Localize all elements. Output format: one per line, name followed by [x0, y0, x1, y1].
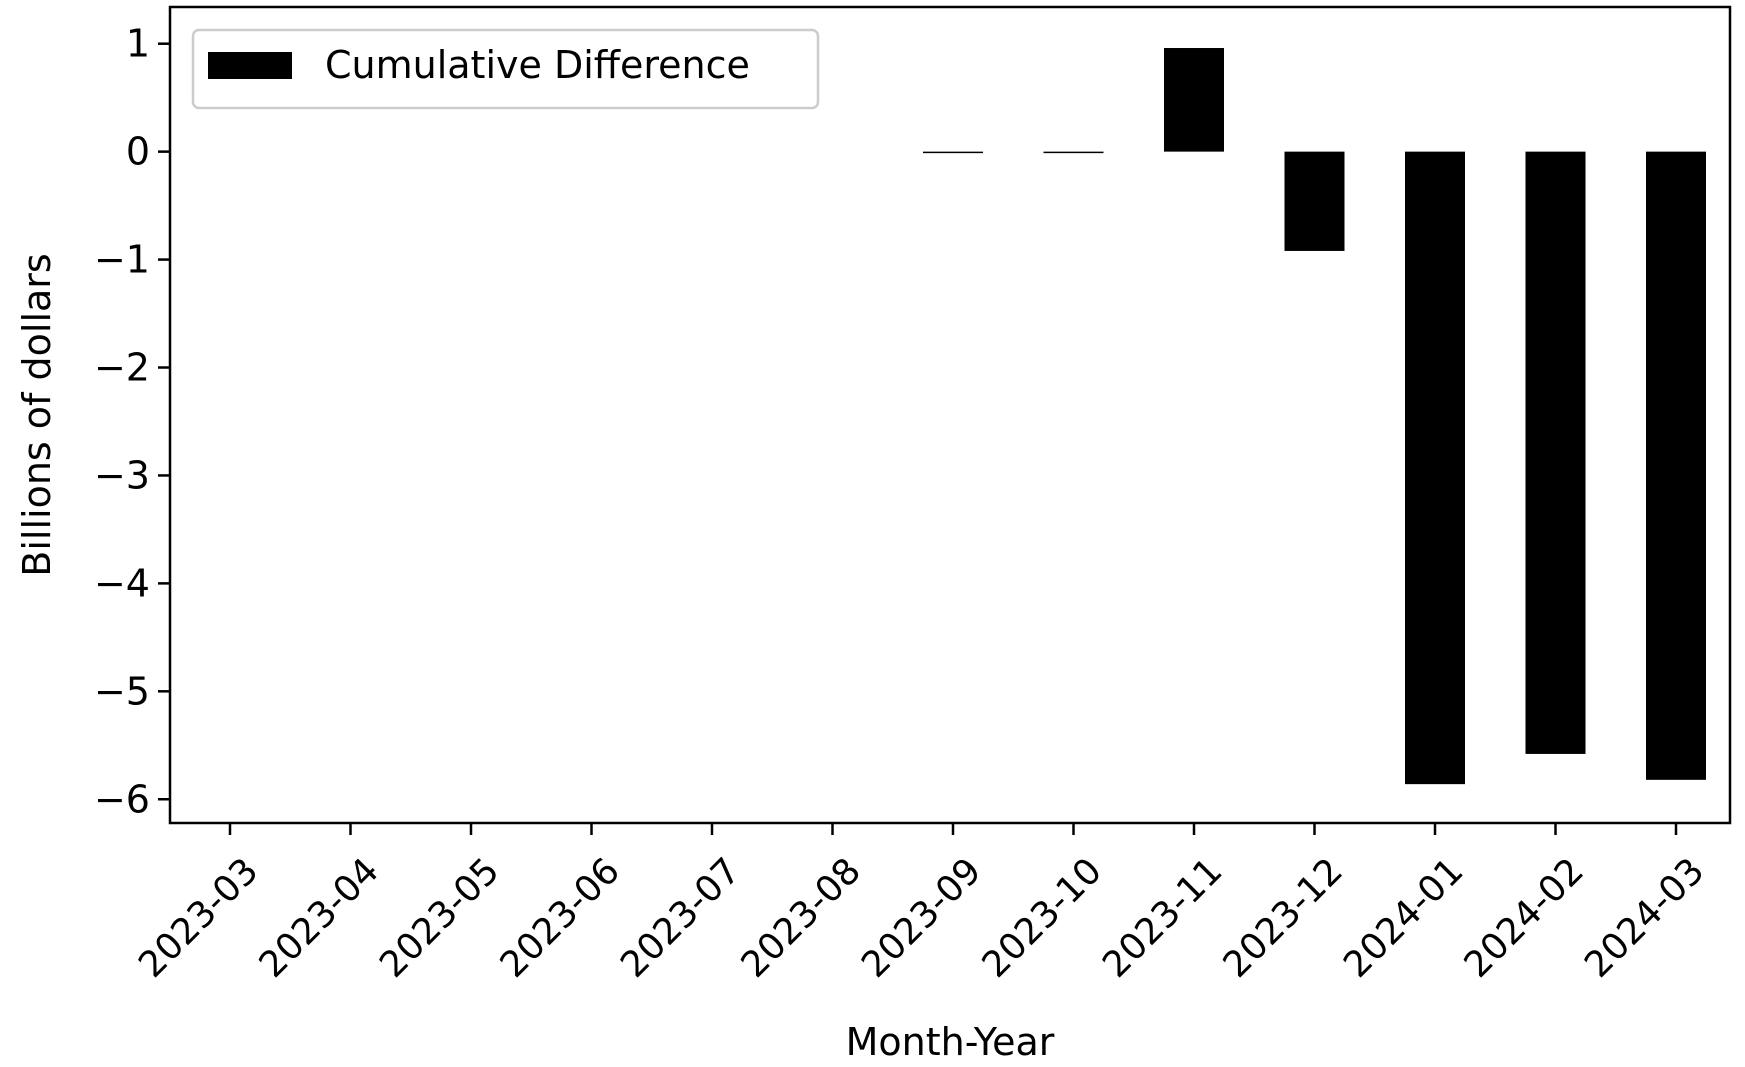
x-tick-label: 2023-11 — [1095, 850, 1230, 985]
bar-2024-03 — [1646, 151, 1706, 780]
y-tick-label: 0 — [126, 130, 150, 174]
y-tick-label: −1 — [94, 238, 150, 282]
x-axis-label: Month-Year — [846, 1020, 1055, 1063]
y-axis-ticks: 1 0 −1 −2 −3 −4 −5 −6 — [94, 22, 170, 821]
x-tick-label: 2024-03 — [1577, 850, 1712, 985]
y-tick-label: 1 — [126, 22, 150, 66]
x-tick-label: 2023-08 — [734, 850, 869, 985]
bar-2024-01 — [1405, 151, 1465, 785]
x-tick-label: 2023-12 — [1216, 850, 1351, 985]
y-axis-label: Billions of dollars — [15, 253, 59, 576]
y-tick-label: −2 — [94, 346, 150, 390]
bar-2023-11 — [1164, 48, 1224, 152]
bars — [923, 48, 1706, 785]
legend-box — [191, 28, 820, 110]
x-tick-label: 2024-01 — [1336, 850, 1471, 985]
y-tick-label: −6 — [94, 777, 150, 821]
legend-entry-cumulative-difference: Cumulative Difference — [325, 43, 750, 87]
bar-2024-02 — [1525, 151, 1586, 754]
x-tick-label: 2023-06 — [493, 850, 628, 985]
x-axis-ticks: 2023-032023-042023-052023-062023-072023-… — [131, 823, 1712, 986]
bar-2023-12 — [1284, 151, 1345, 251]
plot-area-frame — [168, 5, 1732, 825]
bar-2023-10 — [1043, 151, 1104, 154]
y-tick-label: −3 — [94, 453, 150, 497]
x-tick-label: 2023-09 — [854, 850, 989, 985]
x-tick-label: 2023-04 — [252, 850, 387, 985]
y-tick-label: −4 — [94, 561, 150, 605]
legend: Cumulative Difference — [191, 28, 820, 110]
bar-2023-09 — [923, 151, 983, 154]
x-tick-label: 2023-05 — [372, 850, 507, 985]
y-tick-label: −5 — [94, 669, 150, 713]
x-tick-label: 2023-03 — [131, 850, 266, 985]
legend-swatch — [208, 52, 292, 79]
x-tick-label: 2024-02 — [1457, 850, 1592, 985]
x-tick-label: 2023-07 — [613, 850, 748, 985]
x-tick-label: 2023-10 — [975, 850, 1110, 985]
